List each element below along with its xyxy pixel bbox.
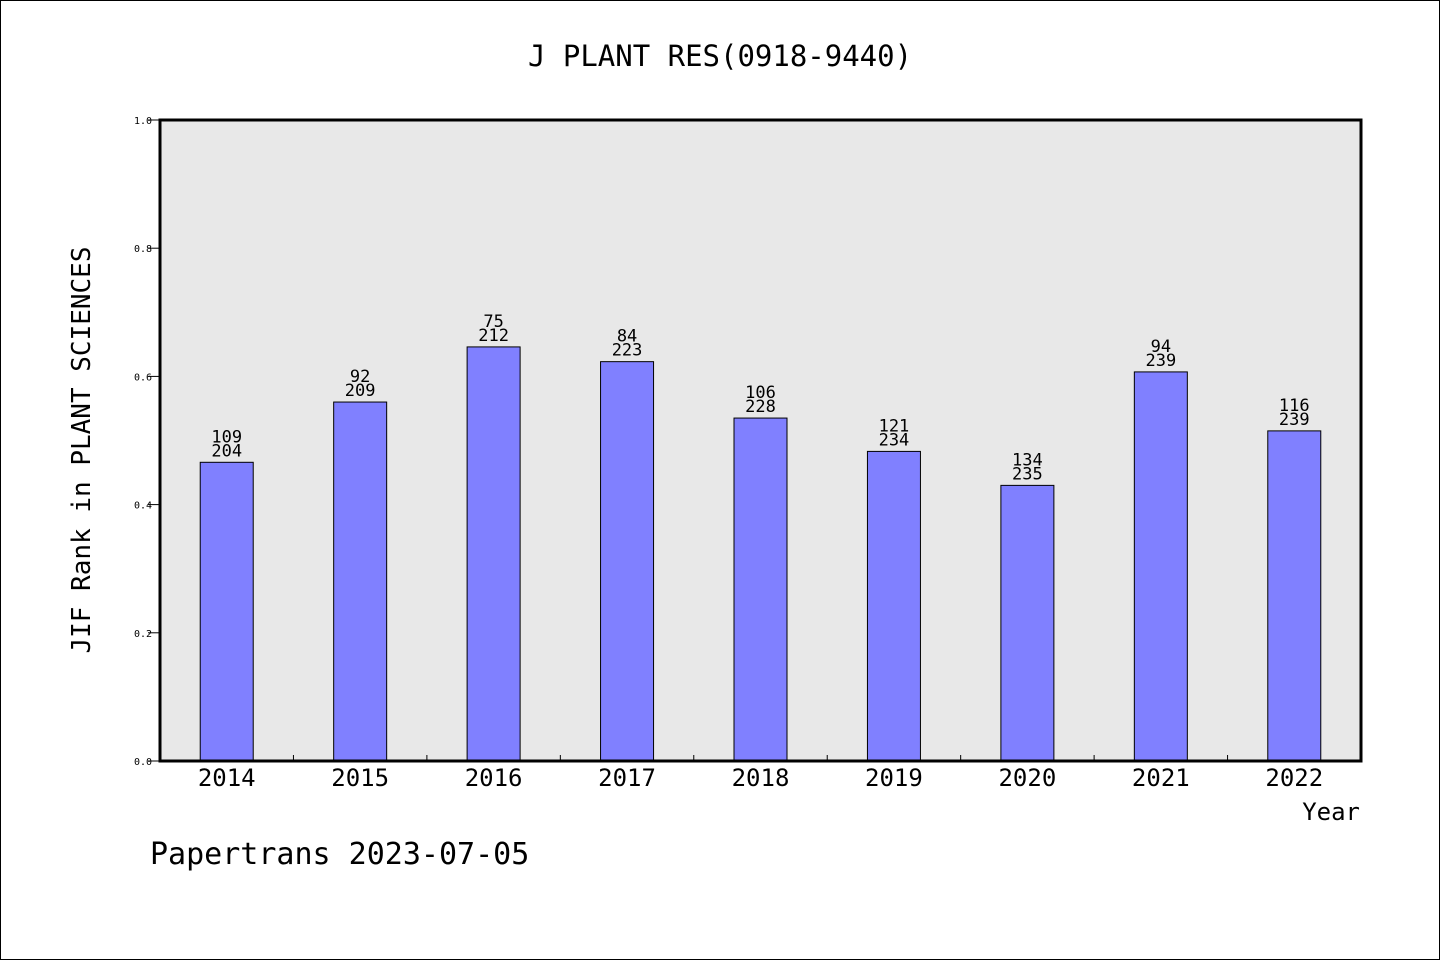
x-axis-label: Year	[1302, 798, 1360, 826]
x-tick-label-2020: 2020	[998, 764, 1056, 792]
bar-2015	[333, 401, 388, 762]
bar-total-label-2017: 223	[612, 341, 643, 361]
bar-2021	[1133, 371, 1188, 762]
bar-rank-label-2022: 116	[1279, 396, 1310, 416]
plot-border	[158, 118, 1363, 763]
bar-2016	[466, 346, 521, 762]
bar-2022	[1267, 430, 1322, 762]
bar-total-label-2018: 228	[745, 397, 776, 417]
bar-total-label-2020: 235	[1012, 464, 1043, 484]
bar-2018	[733, 417, 788, 762]
bar-2019	[866, 450, 921, 762]
bar-total-label-2015: 209	[345, 381, 376, 401]
bar-rank-label-2016: 75	[483, 312, 503, 332]
y-tick-label: 1.0	[134, 116, 152, 127]
y-tick-label: 0.0	[134, 757, 152, 768]
bar-2017	[600, 361, 655, 762]
ticks-layer: 2014 2015 2016 2017 2018 2019 2020 2021 2022 0.0 0…	[134, 116, 1323, 792]
bar-rank-label-2020: 134	[1012, 450, 1043, 470]
x-tick-label-2015: 2015	[331, 764, 389, 792]
x-tick-label-2017: 2017	[598, 764, 656, 792]
x-tick-label-2019: 2019	[865, 764, 923, 792]
y-axis-label: JIF Rank in PLANT SCIENCES	[67, 247, 97, 654]
bar-total-label-2014: 204	[211, 441, 242, 461]
bar-rank-label-2019: 121	[879, 416, 910, 436]
bar-rank-label-2015: 92	[350, 367, 370, 387]
bar-rank-label-2014: 109	[211, 427, 242, 447]
y-tick-label: 0.4	[134, 501, 152, 512]
bar-total-label-2019: 234	[879, 430, 910, 450]
x-tick-label-2014: 2014	[198, 764, 256, 792]
bar-rank-label-2018: 106	[745, 383, 776, 403]
chart-title: J PLANT RES(0918-9440)	[528, 39, 912, 73]
footer-credit: Papertrans 2023-07-05	[150, 837, 529, 872]
x-tick-label-2022: 2022	[1265, 764, 1323, 792]
bar-2020	[1000, 484, 1055, 762]
y-tick-label: 0.6	[134, 372, 152, 383]
bar-2014	[199, 461, 254, 762]
bar-rank-label-2017: 84	[617, 327, 637, 347]
bar-total-label-2016: 212	[478, 326, 509, 346]
y-tick-label: 0.2	[134, 629, 152, 640]
x-tick-label-2016: 2016	[465, 764, 523, 792]
bar-rank-label-2021: 94	[1151, 337, 1171, 357]
x-tick-label-2021: 2021	[1132, 764, 1190, 792]
x-tick-label-2018: 2018	[732, 764, 790, 792]
bar-total-label-2021: 239	[1145, 351, 1176, 371]
y-tick-label: 0.8	[134, 244, 152, 255]
bar-total-label-2022: 239	[1279, 410, 1310, 430]
